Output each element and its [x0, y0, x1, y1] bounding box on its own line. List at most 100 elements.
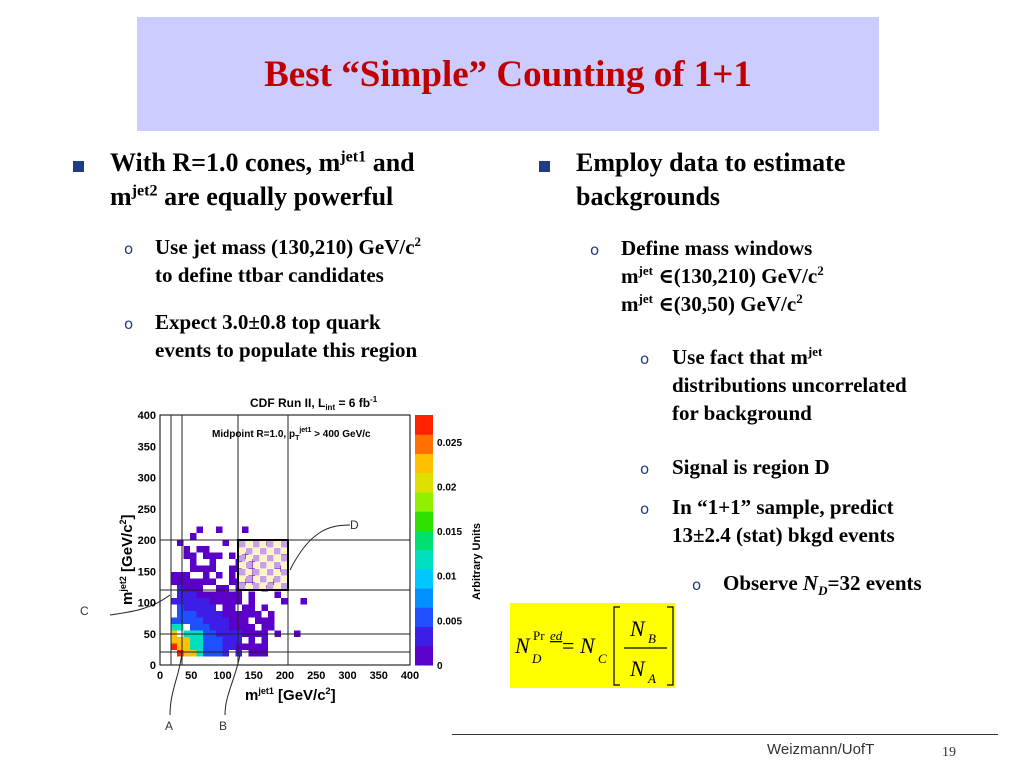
histogram-cell — [183, 617, 190, 624]
formula-pr: Pr — [533, 628, 545, 643]
histogram-cell — [190, 565, 197, 572]
histogram-cell — [235, 591, 242, 598]
histogram-cell — [239, 583, 246, 590]
y-tick-label: 100 — [138, 598, 156, 610]
left-sub1: Use jet mass (130,210) GeV/c2 to define … — [155, 234, 422, 287]
histogram-cell — [246, 548, 253, 555]
histogram-cell — [183, 611, 190, 618]
histogram-cell — [281, 541, 288, 548]
histogram-cell — [196, 637, 203, 644]
x-tick-label: 400 — [401, 670, 419, 682]
colorbar-segment — [415, 415, 433, 435]
plot-header: CDF Run II, Lint = 6 fb-1 — [250, 395, 378, 412]
histogram-cell — [248, 650, 255, 657]
histogram-cell — [239, 576, 246, 583]
formula-eq: = — [562, 633, 574, 658]
right-sub3: Signal is region D — [672, 455, 830, 479]
histogram-cell — [274, 562, 281, 569]
histogram-cell — [229, 572, 236, 579]
circle-bullet-icon: o — [640, 500, 650, 518]
histogram-cell — [229, 565, 236, 572]
histogram-cell — [267, 548, 274, 555]
histogram-cell — [203, 565, 210, 572]
histogram-cell — [203, 598, 210, 605]
y-tick-label: 50 — [144, 629, 156, 641]
histogram-cell — [190, 598, 197, 605]
z-tick-label: 0.01 — [437, 572, 457, 583]
histogram-cell — [235, 617, 242, 624]
histogram-cell — [229, 611, 236, 618]
histogram-cell — [209, 643, 216, 650]
histogram-cell — [229, 604, 236, 611]
histogram-cell — [183, 585, 190, 592]
histogram-cell — [177, 617, 184, 624]
histogram-cell — [248, 591, 255, 598]
x-tick-label: 350 — [370, 670, 388, 682]
histogram-cell — [177, 650, 184, 657]
histogram-cell — [229, 643, 236, 650]
histogram-cell — [242, 624, 249, 631]
histogram-cell — [190, 624, 197, 631]
plot-zlabel: Arbitrary Units — [471, 523, 483, 600]
z-tick-label: 0.025 — [437, 438, 462, 449]
histogram-cell — [209, 565, 216, 572]
right-bullet: Employ data to estimate backgrounds — [576, 148, 846, 211]
histogram-cell — [229, 598, 236, 605]
left-bullet-line2: mjet2 are equally powerful — [110, 182, 394, 211]
histogram-cell — [196, 617, 203, 624]
histogram-cell — [222, 650, 229, 657]
histogram-cell — [196, 546, 203, 553]
region-C-label: C — [80, 604, 89, 618]
region-A-label: A — [165, 719, 173, 733]
histogram-cell — [196, 643, 203, 650]
colorbar-segment — [415, 453, 433, 474]
histogram-cell — [216, 585, 223, 592]
histogram-cell — [260, 541, 267, 548]
histogram-cell — [246, 555, 253, 562]
histogram-cell — [203, 650, 210, 657]
y-tick-label: 0 — [150, 660, 156, 672]
histogram-cell — [177, 637, 184, 644]
histogram-cell — [222, 617, 229, 624]
histogram-cell — [261, 637, 268, 644]
histogram-cell — [216, 650, 223, 657]
title-box: Best “Simple” Counting of 1+1 — [137, 17, 879, 131]
formula-ed: ed — [550, 628, 563, 643]
formula-sub-A: A — [647, 671, 656, 686]
histogram-cell — [196, 650, 203, 657]
histogram-cell — [170, 617, 177, 624]
y-tick-label: 200 — [138, 535, 156, 547]
page-number: 19 — [942, 745, 956, 760]
histogram-cell — [170, 572, 177, 579]
histogram-cell — [267, 569, 274, 576]
histogram-cell — [222, 624, 229, 631]
bullet-square-icon — [73, 161, 84, 172]
histogram-cell — [229, 552, 236, 559]
histogram-cell — [300, 598, 307, 605]
histogram-cell — [216, 591, 223, 598]
colorbar-segment — [415, 511, 433, 531]
histogram-cell — [253, 548, 260, 555]
colorbar-segment — [415, 530, 433, 551]
histogram-cell — [203, 552, 210, 559]
histogram-cell — [260, 576, 267, 583]
z-tick-label: 0.005 — [437, 616, 462, 627]
x-tick-label: 0 — [157, 670, 163, 682]
histogram-cell — [246, 541, 253, 548]
histogram-cell — [235, 624, 242, 631]
histogram-cell — [170, 598, 177, 605]
histogram-cell — [268, 617, 275, 624]
colorbar-segment — [415, 645, 433, 666]
colorbar-segment — [415, 588, 433, 608]
colorbar-segment — [415, 472, 433, 493]
histogram-cell — [267, 541, 274, 548]
histogram-cell — [229, 591, 236, 598]
histogram-cell — [177, 539, 184, 546]
histogram-cell — [209, 650, 216, 657]
histogram-cell — [183, 598, 190, 605]
histogram-cell — [196, 565, 203, 572]
histogram-cell — [209, 637, 216, 644]
y-tick-label: 400 — [138, 410, 156, 422]
left-bullet-line1: With R=1.0 cones, mjet1 and — [110, 148, 415, 177]
formula-N: N — [514, 633, 531, 658]
